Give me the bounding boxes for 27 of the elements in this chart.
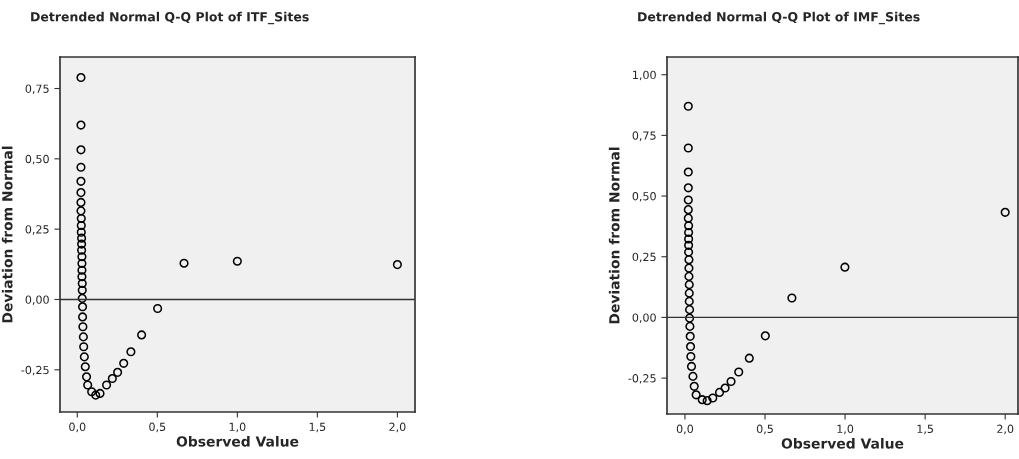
x-tick-label: 1,5 [309, 422, 326, 433]
y-tick-label: 0,50 [632, 192, 656, 202]
x-axis-title: Observed Value [781, 437, 904, 449]
x-tick-label: 0,0 [676, 424, 694, 435]
y-tick-label: 0,75 [632, 131, 656, 141]
y-tick-label: 0,25 [632, 252, 656, 263]
y-tick-label: -0,25 [628, 374, 656, 384]
x-axis-title: Observed Value [176, 435, 299, 447]
y-tick-label: -0,25 [21, 365, 49, 376]
y-tick-label: 0,00 [632, 313, 656, 323]
chart-title: Detrended Normal Q-Q Plot of ITF_Sites [31, 11, 309, 25]
x-tick-label: 1,0 [229, 422, 246, 433]
y-axis-title: Deviation from Normal [608, 147, 620, 324]
x-tick-label: 0,5 [756, 424, 773, 435]
x-tick-label: 1,0 [837, 424, 854, 435]
y-tick-label: 1,00 [633, 70, 656, 81]
y-tick-label: 0,25 [25, 225, 49, 235]
x-tick-label: 1,5 [917, 424, 933, 435]
x-tick-label: 2,0 [389, 422, 406, 433]
chart-title: Detrended Normal Q-Q Plot of IMF_Sites [638, 11, 920, 25]
y-axis-title: Deviation from Normal [1, 146, 13, 323]
x-tick-label: 2,0 [997, 424, 1014, 435]
y-tick-label: 0,00 [25, 295, 49, 305]
y-tick-label: 0,50 [25, 154, 49, 165]
x-tick-label: 0,0 [69, 422, 86, 433]
x-tick-label: 0,5 [149, 422, 166, 433]
y-tick-label: 0,75 [25, 84, 49, 95]
